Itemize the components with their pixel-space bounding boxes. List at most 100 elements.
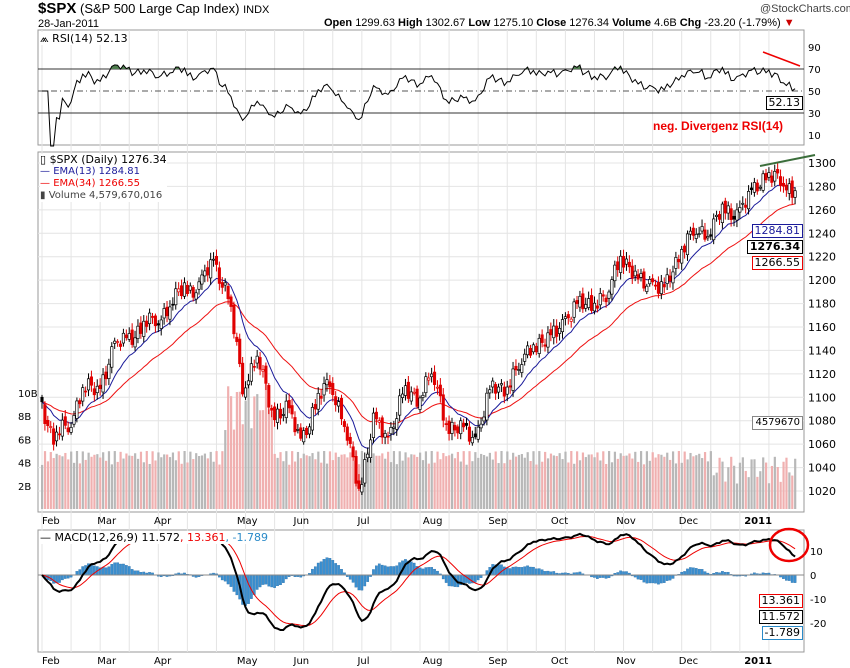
candle-body xyxy=(84,390,88,393)
candle-body xyxy=(764,173,768,181)
volume-bar xyxy=(721,461,724,509)
candle-body xyxy=(63,416,67,426)
volume-bar xyxy=(724,481,727,509)
macd-histogram-bar xyxy=(424,567,428,576)
volume-bar xyxy=(99,457,102,509)
candle-body xyxy=(113,340,117,344)
x-axis-label: Jun xyxy=(293,516,310,527)
price-tick-label: 1160 xyxy=(808,321,836,334)
volume-bar xyxy=(192,459,195,509)
candle-body xyxy=(668,275,672,282)
candle-body xyxy=(319,395,323,399)
price-tick-label: 1240 xyxy=(808,227,836,240)
candle-body xyxy=(685,233,690,256)
rsi-legend-text: RSI(14) 52.13 xyxy=(52,32,128,45)
rsi-tick-label: 10 xyxy=(808,131,821,142)
candle-body xyxy=(523,353,527,362)
macd-histogram-bar xyxy=(58,574,61,583)
volume-bar xyxy=(299,458,302,509)
price-tick-label: 1100 xyxy=(808,391,836,404)
candle-body xyxy=(735,209,739,221)
macd-histogram-bar xyxy=(334,563,338,576)
candle-body xyxy=(302,430,306,443)
candle-body xyxy=(98,384,102,389)
macd-histogram-bar xyxy=(546,570,550,576)
candle-body xyxy=(60,419,64,437)
volume-bar xyxy=(544,451,547,509)
candle-body xyxy=(116,341,120,343)
candle-body xyxy=(281,414,285,416)
candle-body xyxy=(706,236,710,239)
macd-name: MACD(12,26,9) xyxy=(54,531,139,544)
candle-body xyxy=(273,406,277,421)
volume-bar xyxy=(439,459,442,509)
candle-body xyxy=(418,397,422,410)
volume-bar xyxy=(567,462,570,509)
candle-body xyxy=(601,294,605,297)
candle-body xyxy=(238,338,242,365)
volume-bar xyxy=(712,475,715,509)
macd-histogram-bar xyxy=(659,574,663,584)
volume-bar xyxy=(552,455,555,509)
volume-bar xyxy=(759,471,762,509)
macd-histogram-bar xyxy=(668,574,672,581)
candle-body xyxy=(534,345,538,353)
macd-histogram-bar xyxy=(697,568,701,576)
volume-bar xyxy=(247,384,250,509)
macd-histogram-bar xyxy=(325,557,329,576)
candle-body xyxy=(401,393,405,398)
candle-body xyxy=(619,255,623,273)
volume-bar xyxy=(794,458,797,509)
candle-body xyxy=(203,270,207,277)
candle-body xyxy=(206,267,210,276)
volume-bar xyxy=(230,396,233,509)
candle-body xyxy=(639,273,643,278)
macd-legend: — MACD(12,26,9) 11.572, 13.361, -1.789 xyxy=(40,531,269,544)
x-axis-label: Sep xyxy=(488,516,507,527)
candle-body xyxy=(747,191,751,210)
macd-histogram-bar xyxy=(116,562,119,576)
volume-bar xyxy=(308,456,311,509)
candle-body xyxy=(773,170,777,182)
volume-bar xyxy=(730,456,733,509)
price-tick-label: 1020 xyxy=(808,485,836,498)
volume-bar xyxy=(788,472,791,509)
volume-bar xyxy=(369,458,372,509)
candle-body xyxy=(197,281,201,290)
candle-body xyxy=(427,377,431,381)
candle-body xyxy=(316,392,320,410)
volume-bar xyxy=(378,455,381,509)
candle-body xyxy=(249,363,253,382)
price-panel xyxy=(37,151,805,513)
volume-bar xyxy=(366,451,369,509)
macd-value: 11.572 xyxy=(141,531,181,544)
candle-body xyxy=(514,365,518,371)
volume-bar xyxy=(701,458,704,509)
volume-bar xyxy=(212,461,215,509)
candle-body xyxy=(476,426,480,440)
candle-body xyxy=(430,373,434,378)
rsi-tick-label: 70 xyxy=(808,65,821,76)
volume-bar xyxy=(555,456,558,509)
candle-body xyxy=(659,281,663,294)
macd-histogram-bar xyxy=(52,574,55,584)
macd-histogram-bar xyxy=(270,574,274,588)
macd-histogram-bar xyxy=(273,574,276,588)
volume-bar xyxy=(259,410,262,509)
macd-histogram-bar xyxy=(694,568,698,576)
candle-body xyxy=(758,186,762,189)
candle-body xyxy=(560,319,565,333)
candle-body xyxy=(293,417,297,433)
ema13-tag: 1284.81 xyxy=(751,224,803,238)
volume-bar xyxy=(58,455,61,509)
candle-body xyxy=(40,396,44,403)
candle-body xyxy=(133,337,137,348)
candle-body xyxy=(243,387,248,398)
macd-histogram-bar xyxy=(418,567,422,576)
candle-body xyxy=(421,394,425,398)
macd-histogram-bar xyxy=(686,568,689,576)
macd-histogram-bar xyxy=(529,566,532,576)
volume-bar xyxy=(346,457,349,509)
macd-histogram-bar xyxy=(502,566,506,576)
volume-bar xyxy=(174,460,177,509)
